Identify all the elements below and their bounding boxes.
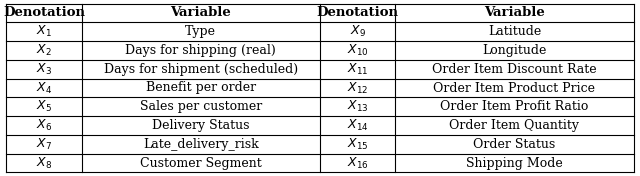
Text: Shipping Mode: Shipping Mode bbox=[466, 157, 563, 170]
Text: $X_4$: $X_4$ bbox=[36, 80, 52, 96]
Text: Order Item Product Price: Order Item Product Price bbox=[433, 81, 595, 95]
Text: $X_8$: $X_8$ bbox=[36, 156, 52, 171]
Text: $X_5$: $X_5$ bbox=[36, 99, 52, 114]
Text: $X_3$: $X_3$ bbox=[36, 62, 52, 77]
Text: Delivery Status: Delivery Status bbox=[152, 119, 250, 132]
Text: Latitude: Latitude bbox=[488, 25, 541, 38]
Text: Denotation: Denotation bbox=[3, 6, 85, 19]
Text: $X_{12}$: $X_{12}$ bbox=[347, 80, 368, 96]
Text: Days for shipping (real): Days for shipping (real) bbox=[125, 44, 276, 57]
Text: $X_{11}$: $X_{11}$ bbox=[347, 62, 369, 77]
Text: Order Item Discount Rate: Order Item Discount Rate bbox=[432, 63, 596, 76]
Text: $X_{10}$: $X_{10}$ bbox=[347, 43, 369, 58]
Text: $X_9$: $X_9$ bbox=[349, 24, 365, 39]
Text: $X_{13}$: $X_{13}$ bbox=[347, 99, 369, 114]
Text: Type: Type bbox=[186, 25, 216, 38]
Text: Variable: Variable bbox=[484, 6, 545, 19]
Text: Denotation: Denotation bbox=[317, 6, 399, 19]
Text: $X_{15}$: $X_{15}$ bbox=[347, 137, 369, 152]
Text: Days for shipment (scheduled): Days for shipment (scheduled) bbox=[104, 63, 298, 76]
Text: $X_2$: $X_2$ bbox=[36, 43, 52, 58]
Text: $X_{16}$: $X_{16}$ bbox=[347, 156, 369, 171]
Text: Customer Segment: Customer Segment bbox=[140, 157, 262, 170]
Text: $X_7$: $X_7$ bbox=[36, 137, 52, 152]
Text: Sales per customer: Sales per customer bbox=[140, 100, 262, 113]
Text: Variable: Variable bbox=[170, 6, 231, 19]
Text: Longitude: Longitude bbox=[483, 44, 547, 57]
Text: $X_1$: $X_1$ bbox=[36, 24, 52, 39]
Text: $X_6$: $X_6$ bbox=[36, 118, 52, 133]
Text: Order Status: Order Status bbox=[474, 138, 556, 151]
Text: Order Item Quantity: Order Item Quantity bbox=[449, 119, 579, 132]
Text: Order Item Profit Ratio: Order Item Profit Ratio bbox=[440, 100, 589, 113]
Text: $X_{14}$: $X_{14}$ bbox=[347, 118, 369, 133]
Text: Benefit per order: Benefit per order bbox=[146, 81, 256, 95]
Text: Late_delivery_risk: Late_delivery_risk bbox=[143, 138, 259, 151]
